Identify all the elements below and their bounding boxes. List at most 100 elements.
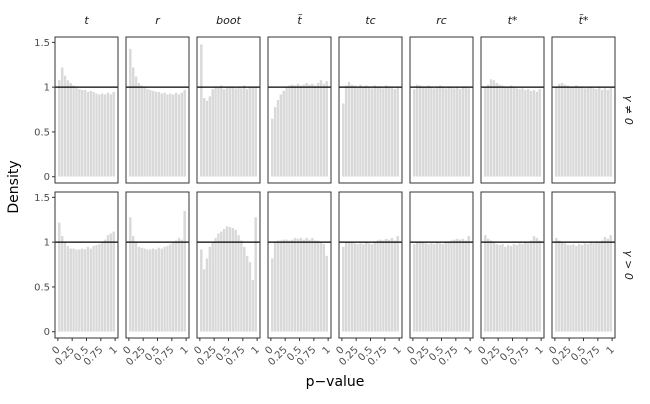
bar bbox=[80, 89, 84, 177]
bar bbox=[109, 94, 113, 177]
bar bbox=[583, 242, 587, 332]
x-tick-label: 1 bbox=[605, 345, 617, 357]
bar bbox=[412, 88, 416, 177]
bar bbox=[594, 241, 599, 332]
bar bbox=[287, 85, 292, 177]
bar bbox=[566, 85, 570, 177]
bar bbox=[344, 85, 348, 177]
bar bbox=[432, 87, 436, 177]
bar bbox=[231, 227, 235, 332]
bar bbox=[583, 87, 587, 177]
bar bbox=[589, 86, 593, 177]
bar bbox=[396, 86, 400, 177]
bar bbox=[421, 86, 425, 177]
bar bbox=[97, 94, 102, 177]
bar bbox=[435, 86, 439, 177]
bar bbox=[171, 94, 175, 177]
bar bbox=[89, 90, 93, 177]
bar bbox=[165, 245, 170, 332]
bar bbox=[461, 86, 465, 177]
bar bbox=[296, 83, 300, 177]
bar bbox=[415, 84, 419, 177]
bar bbox=[509, 85, 513, 177]
bar bbox=[447, 86, 451, 177]
x-tick-label: 1 bbox=[534, 345, 546, 357]
bar bbox=[86, 91, 90, 177]
bar bbox=[444, 87, 448, 177]
bar bbox=[222, 88, 226, 177]
bar bbox=[535, 91, 539, 177]
bar bbox=[370, 243, 374, 332]
bar bbox=[424, 242, 428, 332]
bar bbox=[606, 238, 610, 332]
bar bbox=[239, 240, 244, 332]
bar bbox=[492, 79, 496, 177]
x-tick-label: 1 bbox=[250, 345, 262, 357]
y-tick-label: 0 bbox=[44, 327, 50, 338]
bar bbox=[63, 241, 67, 332]
bar bbox=[174, 240, 178, 332]
bar bbox=[228, 86, 232, 177]
bar bbox=[353, 85, 357, 177]
bar bbox=[279, 94, 283, 177]
bar bbox=[307, 84, 312, 177]
bar bbox=[341, 103, 345, 177]
bar bbox=[213, 237, 218, 332]
bar bbox=[376, 240, 380, 332]
bar bbox=[586, 243, 590, 332]
y-tick-label: 1.5 bbox=[34, 38, 50, 49]
bar bbox=[177, 237, 181, 332]
bar bbox=[134, 241, 138, 332]
bar bbox=[571, 86, 576, 177]
bar bbox=[151, 90, 155, 177]
bar bbox=[396, 235, 400, 332]
bar bbox=[270, 258, 274, 332]
bar bbox=[492, 241, 496, 332]
bar bbox=[154, 91, 158, 177]
bar bbox=[554, 86, 558, 177]
bar bbox=[222, 228, 226, 332]
bar bbox=[441, 243, 445, 332]
bar bbox=[495, 82, 499, 177]
bar bbox=[157, 91, 161, 177]
bar bbox=[302, 239, 306, 332]
bar bbox=[205, 258, 209, 332]
bar bbox=[426, 85, 431, 177]
bar bbox=[568, 244, 573, 332]
y-tick-label: 0.5 bbox=[34, 127, 50, 138]
bar bbox=[154, 249, 158, 332]
bar bbox=[142, 248, 147, 332]
bar bbox=[390, 237, 394, 332]
bar bbox=[293, 237, 297, 332]
bar bbox=[486, 238, 490, 332]
bar bbox=[165, 94, 170, 177]
x-tick-label: 1 bbox=[321, 345, 333, 357]
bar bbox=[219, 85, 223, 177]
bar bbox=[128, 216, 132, 332]
bar bbox=[344, 241, 348, 332]
bar bbox=[367, 86, 371, 177]
bar bbox=[600, 240, 604, 332]
bar bbox=[140, 247, 144, 332]
bar bbox=[248, 86, 252, 177]
bar bbox=[234, 229, 238, 332]
bar bbox=[66, 245, 70, 332]
bar bbox=[361, 243, 365, 332]
bar bbox=[580, 244, 584, 332]
bar bbox=[390, 86, 394, 177]
bar bbox=[180, 239, 184, 332]
bar bbox=[322, 243, 326, 332]
bar bbox=[276, 99, 280, 177]
bar bbox=[535, 237, 539, 332]
bar bbox=[313, 240, 317, 332]
panel-border bbox=[409, 36, 474, 184]
bar bbox=[467, 87, 471, 177]
panel-border bbox=[267, 36, 332, 184]
bar bbox=[325, 255, 329, 332]
bar bbox=[506, 244, 510, 332]
bar bbox=[418, 85, 422, 177]
bar bbox=[373, 85, 377, 177]
bar bbox=[94, 93, 99, 177]
bar bbox=[609, 234, 613, 332]
